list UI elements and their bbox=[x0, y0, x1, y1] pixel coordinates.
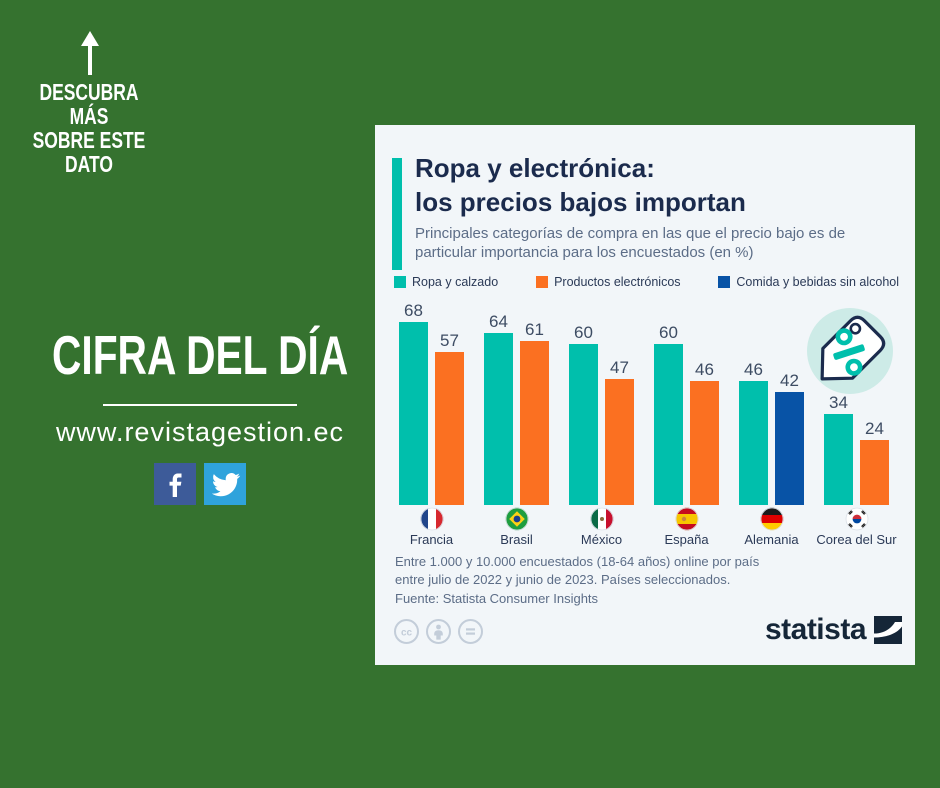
bar: 68 bbox=[399, 301, 428, 505]
statista-logo-mark bbox=[874, 616, 902, 644]
legend-item: Productos electrónicos bbox=[536, 275, 681, 289]
bar-group: 46 42 Alemania bbox=[739, 302, 804, 547]
bar-value-label: 24 bbox=[865, 419, 884, 438]
bar-pair: 34 24 bbox=[824, 302, 889, 505]
discover-more-text: DESCUBRA MÁS SOBRE ESTE DATO bbox=[26, 80, 152, 176]
bar-pair: 60 46 bbox=[654, 302, 719, 505]
facebook-icon[interactable] bbox=[154, 463, 196, 505]
alemania-flag-icon bbox=[760, 507, 784, 531]
chart-title-line-1: Ropa y electrónica: bbox=[415, 153, 655, 183]
bar-group: 64 61 Brasil bbox=[484, 302, 549, 547]
bar: 46 bbox=[739, 360, 768, 505]
footnote-line-1: Entre 1.000 y 10.000 encuestados (18-64 … bbox=[395, 554, 760, 569]
legend-swatch bbox=[536, 276, 549, 288]
legend-label: Ropa y calzado bbox=[412, 275, 499, 289]
bar-pair: 68 57 bbox=[399, 301, 464, 505]
statista-wordmark: statista bbox=[764, 613, 867, 646]
bar-pair: 64 61 bbox=[484, 302, 549, 505]
bar: 46 bbox=[690, 360, 719, 505]
bar: 24 bbox=[860, 419, 889, 505]
statista-logo[interactable]: statista bbox=[765, 613, 902, 647]
bar-group: 34 24 Corea del Sur bbox=[816, 302, 896, 547]
bar-group: 60 47 México bbox=[569, 302, 634, 547]
equal-icon bbox=[458, 619, 483, 644]
country-label: Francia bbox=[409, 532, 454, 547]
bar: 64 bbox=[484, 312, 513, 505]
bar-value-label: 42 bbox=[780, 371, 799, 390]
bar-value-label: 47 bbox=[610, 358, 629, 377]
bar-value-label: 34 bbox=[829, 393, 848, 412]
brasil-flag-icon bbox=[505, 507, 529, 531]
legend-item: Comida y bebidas sin alcohol bbox=[718, 275, 899, 289]
svg-text:cc: cc bbox=[401, 627, 413, 638]
discover-line-1: DESCUBRA MÁS bbox=[39, 79, 139, 129]
bar: 47 bbox=[605, 358, 634, 505]
chart-subtitle: Principales categorías de compra en las … bbox=[415, 225, 846, 261]
website-url: www.revistagestion.ec bbox=[55, 417, 345, 447]
discount-tag-icon bbox=[803, 306, 895, 398]
bar-chart: 68 57 Francia 64 61 Brasil 60 47 México 60 46 Españ… bbox=[399, 301, 897, 547]
country-label: Brasil bbox=[500, 532, 533, 547]
mexico-flag-icon bbox=[590, 507, 614, 531]
legend-item: Ropa y calzado bbox=[394, 275, 498, 289]
country-label: México bbox=[580, 532, 623, 547]
bar: 42 bbox=[775, 371, 804, 505]
cc-icon: cc bbox=[394, 619, 419, 644]
up-arrow-head bbox=[81, 31, 99, 46]
bar: 60 bbox=[569, 323, 598, 505]
bar-value-label: 57 bbox=[440, 331, 459, 350]
bar: 61 bbox=[520, 320, 549, 505]
bar-group: 68 57 Francia bbox=[399, 301, 464, 547]
chart-title-line-2: los precios bajos importan bbox=[415, 187, 746, 217]
up-arrow-icon bbox=[72, 31, 108, 75]
bar-value-label: 46 bbox=[695, 360, 714, 379]
cc-license-icons[interactable]: cc bbox=[393, 618, 484, 645]
bar-value-label: 46 bbox=[744, 360, 763, 379]
legend-label: Productos electrónicos bbox=[554, 275, 681, 289]
footnote-line-2: entre julio de 2022 y junio de 2023. Paí… bbox=[395, 572, 731, 587]
chart-footnote: Entre 1.000 y 10.000 encuestados (18-64 … bbox=[395, 553, 895, 608]
bar-value-label: 61 bbox=[525, 320, 544, 339]
bar-value-label: 68 bbox=[404, 301, 423, 320]
headline: CIFRA DEL DÍA bbox=[52, 324, 349, 386]
discover-line-2: SOBRE ESTE bbox=[32, 127, 146, 153]
country-label: Alemania bbox=[744, 532, 799, 547]
attribution-icon bbox=[426, 619, 451, 644]
bar-group: 60 46 España bbox=[654, 302, 719, 547]
headline-divider bbox=[103, 404, 297, 406]
bar-pair: 60 47 bbox=[569, 302, 634, 505]
bar: 57 bbox=[435, 331, 464, 505]
up-arrow-shaft bbox=[88, 46, 92, 75]
country-label: Corea del Sur bbox=[816, 532, 897, 547]
legend-swatch bbox=[718, 276, 731, 288]
social-links bbox=[154, 463, 246, 505]
chart-legend: Ropa y calzado Productos electrónicos Comi… bbox=[394, 275, 899, 289]
bar: 34 bbox=[824, 393, 853, 505]
legend-swatch bbox=[394, 276, 406, 288]
bar-value-label: 64 bbox=[489, 312, 508, 331]
bar-value-label: 60 bbox=[574, 323, 593, 342]
francia-flag-icon bbox=[420, 507, 444, 531]
discover-line-3: DATO bbox=[65, 151, 113, 177]
country-label: España bbox=[664, 532, 709, 547]
source-line: Fuente: Statista Consumer Insights bbox=[395, 591, 599, 606]
bar-pair: 46 42 bbox=[739, 302, 804, 505]
espana-flag-icon bbox=[675, 507, 699, 531]
corea-del-sur-flag-icon bbox=[845, 507, 869, 531]
bar: 60 bbox=[654, 323, 683, 505]
legend-label: Comida y bebidas sin alcohol bbox=[736, 275, 899, 289]
twitter-icon[interactable] bbox=[204, 463, 246, 505]
title-accent-bar bbox=[392, 158, 402, 270]
chart-card: Ropa y electrónica: los precios bajos im… bbox=[375, 125, 915, 665]
bar-value-label: 60 bbox=[659, 323, 678, 342]
chart-title: Ropa y electrónica: los precios bajos im… bbox=[415, 151, 895, 219]
